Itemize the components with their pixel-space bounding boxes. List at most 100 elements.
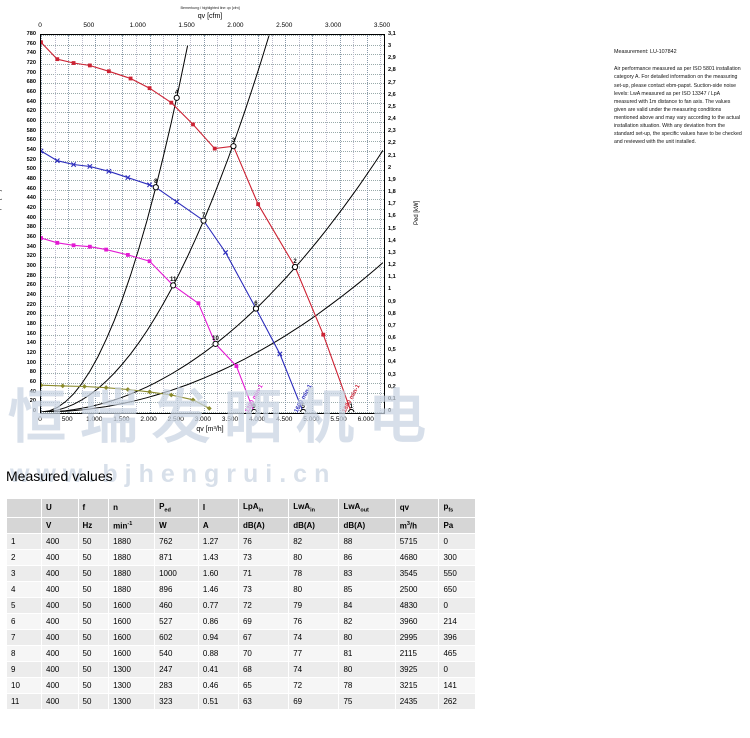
table-header-cell: U xyxy=(41,498,79,518)
x-tick-label: 3.500 xyxy=(221,416,239,423)
table-cell-Ped: 762 xyxy=(154,533,199,551)
y-tick-label-left: 700 xyxy=(26,69,36,76)
y-tick-label-right: 0,9 xyxy=(388,298,396,305)
table-cell-pfs: 465 xyxy=(438,645,476,663)
table-unit-cell xyxy=(6,516,42,535)
y-tick-label-right: 0,4 xyxy=(388,359,396,366)
table-cell-U: 400 xyxy=(41,613,79,631)
table-cell-I: 1.27 xyxy=(197,533,239,551)
y-tick-label-left: 640 xyxy=(26,98,36,105)
y-tick-label-left: 760 xyxy=(26,40,36,47)
table-cell-U: 400 xyxy=(41,693,79,711)
y-tick-label-left: 280 xyxy=(26,272,36,279)
table-row: 7 400 50 1600 602 0.94 67 74 80 2995 396 xyxy=(6,629,476,647)
table-cell-I: 1.43 xyxy=(197,549,239,567)
table-cell-LpAin: 69 xyxy=(237,613,290,631)
table-cell-I: 0.94 xyxy=(197,629,239,647)
table-cell-qv: 2115 xyxy=(394,645,440,663)
operating-point-label: 9 xyxy=(252,404,256,410)
y-tick-label-right: 1,6 xyxy=(388,213,396,220)
y-tick-label-left: 60 xyxy=(29,379,36,385)
y-tick-label-left: 300 xyxy=(26,263,36,269)
y-axis-left-label: psf [Pa] xyxy=(0,189,2,210)
table-unit-cell: dB(A) xyxy=(338,516,396,535)
table-cell-f: 50 xyxy=(77,645,110,663)
table-cell-n: 1600 xyxy=(108,645,156,663)
table-cell-LpAin: 73 xyxy=(237,581,290,599)
table-unit-cell: A xyxy=(197,516,239,535)
table-cell-idx: 10 xyxy=(6,677,42,695)
table-cell-Ped: 602 xyxy=(154,629,199,647)
table-cell-n: 1300 xyxy=(108,661,156,679)
table-cell-pfs: 0 xyxy=(438,597,476,615)
table-cell-f: 50 xyxy=(77,613,110,631)
y-tick-label-left: 440 xyxy=(26,195,36,202)
table-cell-U: 400 xyxy=(41,629,79,647)
table-cell-LpAin: 72 xyxy=(237,597,290,615)
y-tick-label-left: 240 xyxy=(26,292,36,298)
table-cell-n: 1880 xyxy=(108,565,156,583)
y-tick-label-left: 580 xyxy=(26,127,36,134)
x-axis-bottom-label: qv [m³/h] xyxy=(196,426,224,433)
table-cell-f: 50 xyxy=(77,693,110,711)
table-cell-n: 1600 xyxy=(108,613,156,631)
y-tick-label-right: 2,1 xyxy=(388,152,396,159)
table-cell-LwAin: 69 xyxy=(288,693,340,711)
table-cell-pfs: 650 xyxy=(438,581,476,599)
operating-point-label: 1 xyxy=(349,404,353,410)
y-tick-label-right: 0 xyxy=(388,408,392,414)
table-cell-LpAin: 63 xyxy=(237,693,290,711)
table-cell-LpAin: 70 xyxy=(237,645,290,663)
table-cell-I: 0.77 xyxy=(197,597,239,615)
y-axis-left-ticks: 0 20 40 60 80 100 120 140 160 180 200 220 240 260 280 3… xyxy=(0,31,38,414)
operating-point-label: 8 xyxy=(154,179,158,186)
table-cell-Ped: 460 xyxy=(154,597,199,615)
table-cell-pfs: 300 xyxy=(438,549,476,567)
table-row: 8 400 50 1600 540 0.88 70 77 81 2115 465 xyxy=(6,645,476,663)
table-cell-LwAout: 88 xyxy=(338,533,396,551)
table-header-cell: LpAin xyxy=(237,498,290,518)
table-header-cell: pfs xyxy=(438,498,476,518)
table-cell-idx: 3 xyxy=(6,565,42,583)
y-tick-label-right: 2,6 xyxy=(388,91,396,98)
y-tick-label-left: 80 xyxy=(29,369,36,376)
y-tick-label-left: 0 xyxy=(32,408,36,414)
table-cell-LwAout: 80 xyxy=(338,629,396,647)
table-cell-qv: 2435 xyxy=(394,693,440,711)
table-cell-qv: 2995 xyxy=(394,629,440,647)
table-cell-pfs: 396 xyxy=(438,629,476,647)
operating-point-label: 3 xyxy=(231,138,236,145)
table-cell-LwAout: 78 xyxy=(338,677,396,695)
table-row: 2 400 50 1880 871 1.43 73 80 86 4680 300 xyxy=(6,549,476,567)
table-cell-pfs: 214 xyxy=(438,613,476,631)
table-header-cell: f xyxy=(77,498,110,518)
y-tick-label-right: 1,5 xyxy=(388,225,396,232)
y-tick-label-right: 1 xyxy=(388,286,392,293)
table-cell-f: 50 xyxy=(77,677,110,695)
x-tick-label: 0 xyxy=(38,22,42,29)
table-cell-f: 50 xyxy=(77,597,110,615)
x-tick-label: 3.500 xyxy=(373,22,391,29)
y-tick-label-right: 0,5 xyxy=(388,347,396,354)
table-cell-LwAin: 78 xyxy=(288,565,340,583)
table-cell-qv: 3215 xyxy=(394,677,440,695)
y-tick-label-left: 680 xyxy=(26,79,36,86)
table-cell-LpAin: 71 xyxy=(237,565,290,583)
table-cell-LwAout: 81 xyxy=(338,645,396,663)
table-unit-cell: W xyxy=(154,516,199,535)
table-cell-Ped: 896 xyxy=(154,581,199,599)
table-cell-LwAout: 75 xyxy=(338,693,396,711)
table-cell-LwAout: 82 xyxy=(338,613,396,631)
curve-layer xyxy=(41,35,383,412)
table-cell-LwAin: 74 xyxy=(288,661,340,679)
operating-point-label: 7 xyxy=(201,212,206,219)
operating-point-label: 10 xyxy=(212,335,219,342)
table-body: 1 400 50 1880 762 1.27 76 82 88 5715 0 2 400 50 1880 87… xyxy=(6,533,476,711)
x-tick-label: 0 xyxy=(38,416,42,423)
table-cell-LwAin: 82 xyxy=(288,533,340,551)
y-tick-label-left: 740 xyxy=(26,50,36,57)
y-tick-label-right: 0,8 xyxy=(388,310,396,317)
x-tick-label: 1.000 xyxy=(129,22,146,29)
